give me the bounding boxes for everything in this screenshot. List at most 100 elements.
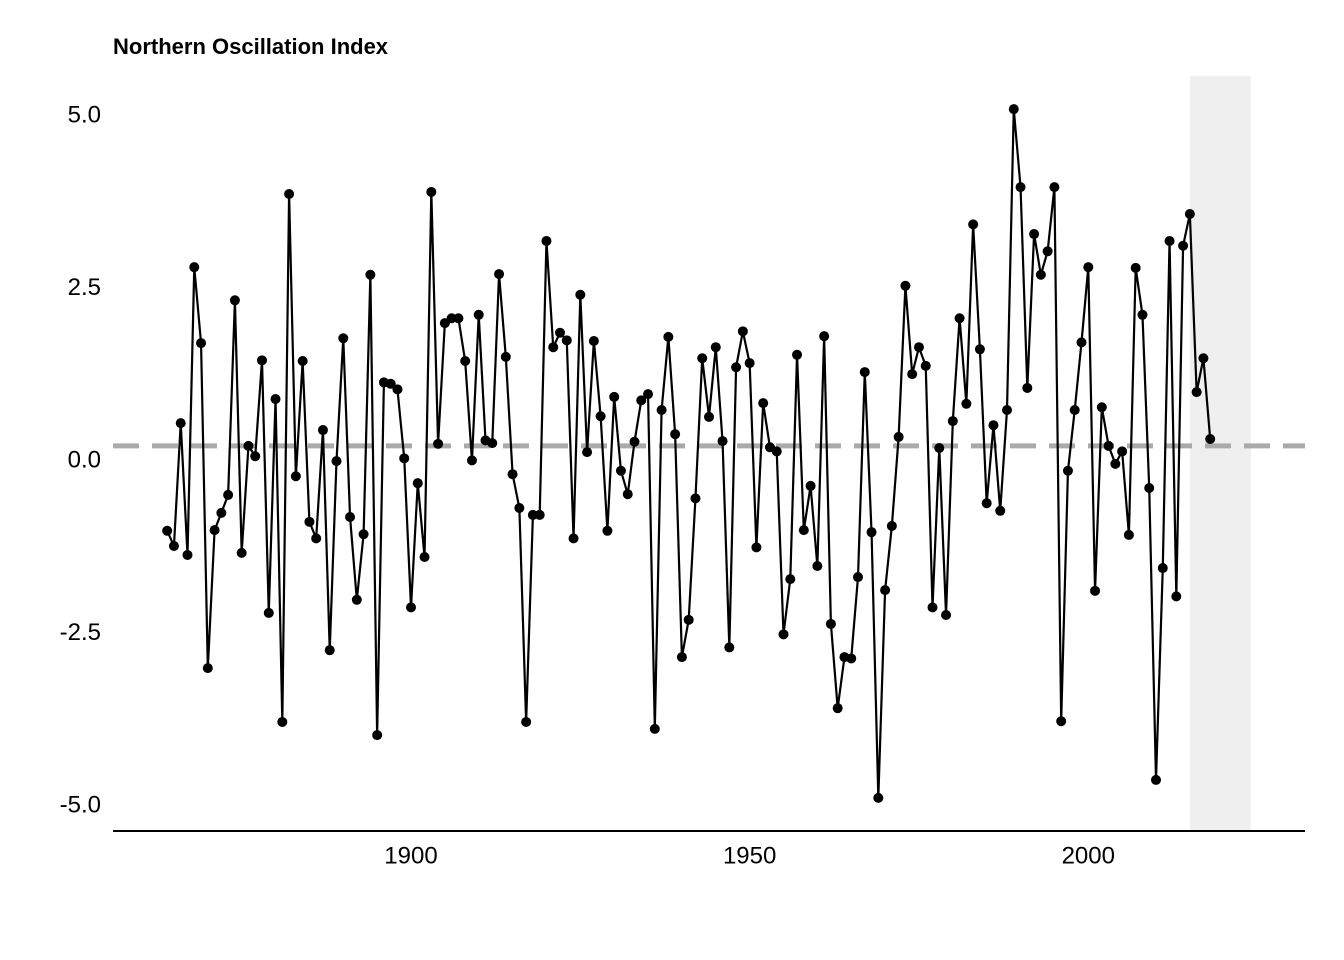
data-point (317, 425, 328, 436)
data-point (988, 420, 999, 431)
data-point (1130, 262, 1141, 273)
data-point (927, 602, 938, 613)
data-point (365, 269, 376, 280)
data-point (277, 716, 288, 727)
data-point (521, 716, 532, 727)
data-point (1029, 229, 1040, 240)
data-point (1151, 774, 1161, 785)
data-point (758, 398, 769, 409)
data-point (162, 525, 173, 536)
data-point (433, 438, 444, 449)
data-point (412, 478, 423, 489)
x-tick-label: 1900 (384, 842, 437, 869)
data-point (771, 446, 782, 457)
data-point (900, 280, 911, 291)
data-point (507, 469, 518, 480)
data-point (615, 465, 626, 476)
data-point (338, 333, 349, 344)
data-line (166, 108, 1212, 799)
data-point (670, 429, 681, 440)
data-point (866, 527, 877, 538)
data-point (324, 645, 335, 656)
data-point (629, 436, 640, 447)
data-point (792, 349, 803, 360)
data-point (196, 338, 207, 349)
data-point (1164, 235, 1175, 246)
data-point (189, 262, 200, 273)
data-point (717, 436, 728, 447)
y-tick-label: 2.5 (68, 274, 101, 301)
data-point (466, 455, 477, 466)
data-point (602, 525, 613, 536)
data-point (880, 585, 891, 596)
data-point (243, 440, 254, 451)
data-point (1205, 434, 1216, 445)
data-point (1171, 591, 1182, 602)
data-point (853, 572, 863, 583)
data-point (257, 355, 267, 366)
data-point (229, 295, 240, 306)
data-point (1042, 246, 1053, 257)
data-point (1002, 405, 1012, 416)
data-point (1117, 446, 1128, 457)
data-point (656, 405, 667, 416)
data-point (385, 378, 396, 389)
data-point (514, 503, 525, 514)
data-point (995, 505, 1006, 516)
data-point (399, 453, 410, 464)
data-point (832, 703, 843, 714)
data-point (1144, 483, 1155, 494)
data-point (778, 629, 789, 640)
data-point (1198, 353, 1209, 364)
data-point (974, 344, 985, 355)
data-point (934, 442, 945, 453)
data-point (392, 384, 403, 395)
data-point (663, 331, 674, 342)
data-point (954, 313, 965, 324)
data-point (1178, 240, 1189, 251)
data-point (202, 663, 213, 674)
data-point (555, 327, 565, 338)
data-point (805, 480, 816, 491)
data-point (920, 360, 931, 371)
data-point (595, 411, 606, 422)
data-point (473, 309, 484, 320)
y-tick-label: 5.0 (68, 101, 101, 128)
data-point (297, 356, 308, 367)
data-point (1083, 262, 1094, 273)
data-point (846, 653, 857, 664)
data-point (649, 723, 660, 734)
data-point (710, 342, 721, 353)
data-point (1056, 716, 1067, 727)
data-point (284, 189, 295, 200)
data-point (947, 416, 958, 427)
data-point (419, 552, 430, 563)
data-point (406, 602, 416, 613)
data-point (819, 331, 830, 342)
data-point (893, 431, 904, 442)
data-point (683, 614, 694, 625)
data-point (358, 529, 369, 540)
data-point (704, 411, 714, 422)
data-point (453, 313, 464, 324)
data-point (873, 792, 884, 803)
data-point (487, 438, 498, 449)
data-point (1103, 440, 1114, 451)
data-point (548, 342, 559, 353)
data-point (798, 525, 809, 536)
data-point (981, 498, 992, 509)
highlight-band (1189, 76, 1251, 831)
data-point (744, 358, 755, 369)
data-point (236, 547, 247, 558)
data-point (290, 471, 301, 482)
data-point (1015, 182, 1026, 193)
data-point (331, 456, 342, 467)
data-point (175, 418, 186, 429)
y-tick-label: 0.0 (68, 446, 101, 473)
data-point (1049, 182, 1060, 193)
data-point (270, 393, 281, 404)
data-point (724, 642, 735, 653)
data-point (697, 353, 708, 364)
data-point (968, 219, 979, 230)
